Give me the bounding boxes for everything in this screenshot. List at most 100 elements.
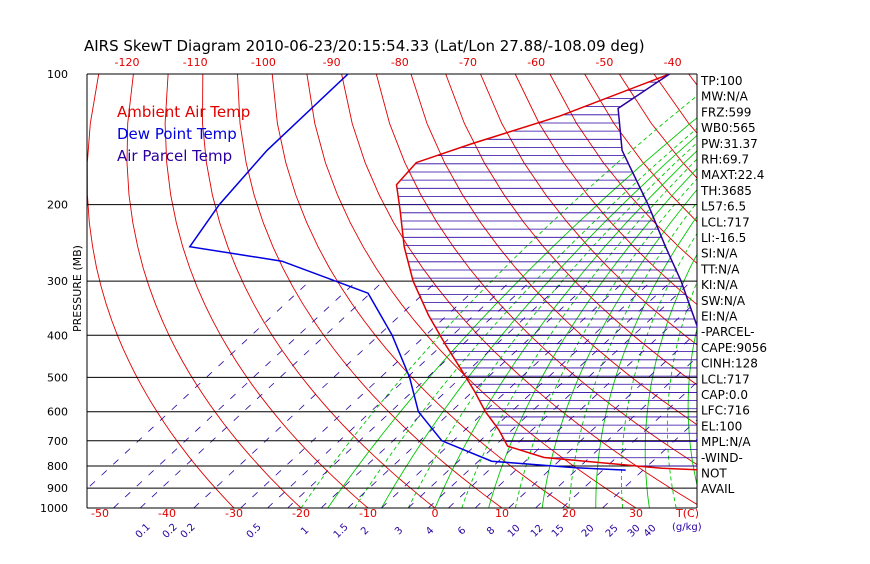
- stat-item: SI:N/A: [701, 247, 738, 261]
- pressure-tick-label: 400: [47, 329, 68, 342]
- stat-item: EI:N/A: [701, 310, 738, 324]
- mixing-ratio-label: 3: [393, 525, 405, 537]
- stat-item: SW:N/A: [701, 294, 746, 308]
- stat-item: AVAIL: [701, 482, 735, 496]
- mixing-ratio-line: [140, 281, 383, 508]
- mixing-ratio-label: 0.5: [245, 522, 264, 541]
- mixing-ratio-label: 0.2: [179, 522, 198, 541]
- bottom-temp-tick-label: 20: [562, 507, 576, 520]
- stat-item: NOT: [701, 467, 727, 481]
- pressure-tick-label: 900: [47, 482, 68, 495]
- top-temp-tick-label: -110: [183, 56, 208, 69]
- stat-item: MAXT:22.4: [701, 168, 764, 182]
- mixing-ratio-line: [428, 281, 671, 508]
- mixing-ratio-line: [113, 281, 356, 508]
- stat-item: TP:100: [700, 74, 743, 88]
- bottom-temp-tick-label: 10: [495, 507, 509, 520]
- pressure-tick-label: 1000: [40, 502, 68, 515]
- x-axis-label: T(C): [675, 507, 699, 520]
- top-temp-tick-label: -90: [323, 56, 341, 69]
- stat-item: -WIND-: [701, 451, 743, 465]
- cape-hatch-layer: [397, 82, 711, 466]
- legend-entry: Ambient Air Temp: [117, 103, 250, 121]
- pressure-tick-label: 100: [47, 68, 68, 81]
- stat-item: KI:N/A: [701, 278, 738, 292]
- top-temp-tick-label: -60: [527, 56, 545, 69]
- stat-item: L57:6.5: [701, 200, 746, 214]
- mixing-ratio-label: 40: [642, 523, 659, 540]
- stat-item: TH:3685: [700, 184, 752, 198]
- mixing-ratio-label: 0.2: [161, 522, 180, 541]
- legend-entry: Air Parcel Temp: [117, 147, 232, 165]
- profile-layer: [190, 74, 711, 470]
- bottom-temp-tick-label: -20: [292, 507, 310, 520]
- top-temp-tick-label: -80: [391, 56, 409, 69]
- stat-item: WB0:565: [701, 121, 756, 135]
- pressure-tick-label: 200: [47, 199, 68, 212]
- mixing-ratio-line: [408, 281, 651, 508]
- mixing-ratio-label: 15: [550, 523, 567, 540]
- stat-item: RH:69.7: [701, 153, 749, 167]
- mixing-ratio-label: 25: [604, 523, 621, 540]
- legend-entry: Dew Point Temp: [117, 125, 237, 143]
- mixing-ratio-line: [194, 281, 437, 508]
- dry-adiabat-line: [793, 74, 870, 508]
- top-temp-tick-label: -50: [595, 56, 613, 69]
- mixing-ratio-line: [241, 281, 484, 508]
- mixing-ratio-label: 1: [299, 525, 311, 537]
- mixing-ratio-unit: (g/kg): [672, 522, 702, 533]
- mixing-ratio-label: 12: [529, 523, 546, 540]
- stat-item: LCL:717: [701, 215, 750, 229]
- top-temp-tick-label: -40: [664, 56, 682, 69]
- stat-item: TT:N/A: [700, 262, 740, 276]
- mixing-ratio-line: [381, 281, 624, 508]
- pressure-tick-label: 700: [47, 435, 68, 448]
- mixing-ratio-label: 6: [456, 525, 468, 537]
- pressure-tick-label: 600: [47, 406, 68, 419]
- bottom-temp-tick-label: 30: [629, 507, 643, 520]
- mixing-ratio-line: [268, 281, 511, 508]
- mixing-ratio-label: 8: [485, 525, 497, 537]
- stat-item: -PARCEL-: [701, 325, 755, 339]
- stat-item: PW:31.37: [701, 137, 758, 151]
- series-line-dew-point-temp: [190, 74, 626, 470]
- mixing-ratio-line: [348, 281, 591, 508]
- top-temp-tick-label: -120: [115, 56, 140, 69]
- bottom-temp-tick-label: 0: [432, 507, 439, 520]
- stat-item: CINH:128: [701, 357, 758, 371]
- dry-adiabat-line: [654, 74, 870, 508]
- y-axis-label: PRESSURE (MB): [71, 245, 84, 332]
- mixing-ratio-line: [67, 281, 310, 508]
- stat-item: CAP:0.0: [701, 388, 748, 402]
- mixing-ratio-line: [562, 281, 805, 508]
- mixing-ratio-line: [321, 281, 564, 508]
- mixing-ratio-label: 1.5: [332, 522, 351, 541]
- stat-item: FRZ:599: [701, 105, 751, 119]
- mixing-ratio-label: 0.1: [134, 522, 153, 541]
- mixing-ratio-label: 20: [580, 523, 597, 540]
- pressure-tick-label: 500: [47, 371, 68, 384]
- stat-item: LFC:716: [701, 404, 750, 418]
- stat-item: MPL:N/A: [701, 435, 751, 449]
- bottom-temp-tick-label: -30: [225, 507, 243, 520]
- top-temp-tick-label: -100: [251, 56, 276, 69]
- mixing-ratio-label: 30: [626, 523, 643, 540]
- mixing-ratio-label: 2: [359, 525, 371, 537]
- dry-adiabat-line: [862, 74, 870, 508]
- dry-adiabat-line: [238, 74, 503, 508]
- top-temp-tick-label: -70: [459, 56, 477, 69]
- stat-item: CAPE:9056: [701, 341, 767, 355]
- stat-item: MW:N/A: [701, 90, 749, 104]
- bottom-temp-tick-label: -50: [91, 507, 109, 520]
- dry-adiabat-line: [758, 74, 870, 508]
- bottom-temp-tick-label: -10: [359, 507, 377, 520]
- pressure-tick-label: 800: [47, 460, 68, 473]
- mixing-ratio-label: 10: [506, 523, 523, 540]
- chart-title: AIRS SkewT Diagram 2010-06-23/20:15:54.3…: [84, 37, 645, 55]
- stat-item: LCL:717: [701, 372, 750, 386]
- stat-item: EL:100: [701, 419, 742, 433]
- pressure-tick-label: 300: [47, 275, 68, 288]
